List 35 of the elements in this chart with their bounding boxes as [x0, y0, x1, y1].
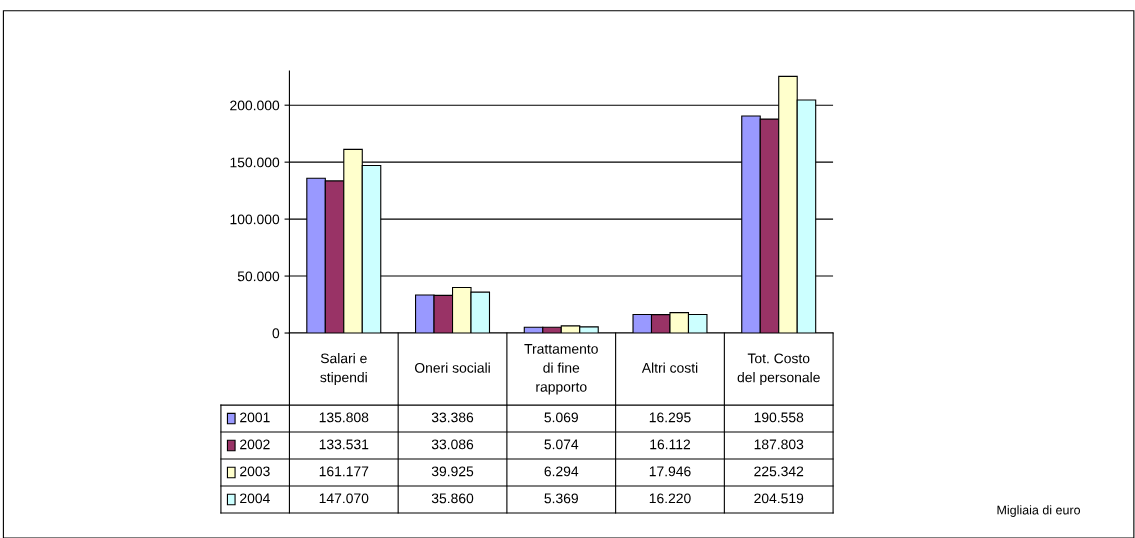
data-label: 17.946: [649, 466, 691, 477]
data-label: 147.070: [319, 493, 369, 504]
text: Migliaia di euro: [997, 505, 1081, 517]
legend-label: 2004: [240, 493, 270, 504]
legend-label: 2002: [240, 439, 270, 450]
y-tick-label: 0: [272, 328, 280, 339]
data-label: 190.558: [754, 412, 804, 423]
x-tick-label: Tot. Costo del personale: [737, 353, 820, 386]
data-label: 5.069: [544, 412, 578, 423]
data-label: 225.342: [754, 466, 804, 477]
data-label: 5.074: [544, 439, 579, 450]
y-tick-label: 100.000: [230, 214, 280, 225]
x-tick-label: Salari e stipendi: [320, 353, 367, 386]
legend-label: 2001: [240, 412, 270, 423]
y-tick-label: 50.000: [237, 271, 280, 282]
data-label: 204.519: [754, 493, 804, 504]
data-label: 16.112: [650, 439, 691, 450]
x-tick-label: Altri costi: [641, 362, 698, 373]
data-label: 16.220: [649, 493, 691, 504]
data-label: 6.294: [544, 466, 579, 477]
data-label: 33.086: [431, 439, 474, 450]
data-label: 135.808: [319, 412, 369, 423]
x-tick-label: Oneri sociali: [414, 362, 490, 373]
data-label: 35.860: [431, 493, 474, 504]
x-tick-label: Trattamento di fine rapporto: [524, 344, 598, 395]
data-label: 161.177: [319, 466, 369, 477]
legend-label: 2003: [240, 466, 270, 477]
data-label: 133.531: [319, 439, 369, 450]
data-label: 187.803: [754, 439, 804, 450]
y-tick-label: 150.000: [230, 157, 280, 168]
data-label: 33.386: [431, 412, 474, 423]
y-tick-label: 200.000: [230, 100, 280, 111]
data-label: 39.925: [431, 466, 474, 477]
data-label: 5.369: [544, 493, 578, 504]
data-label: 16.295: [649, 412, 691, 423]
